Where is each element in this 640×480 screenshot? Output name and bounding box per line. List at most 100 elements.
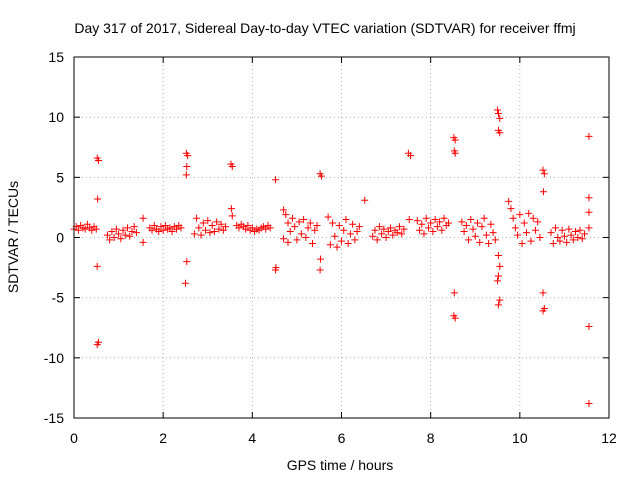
data-point	[418, 220, 426, 228]
data-point	[539, 166, 547, 174]
data-point	[361, 196, 369, 204]
data-point	[438, 226, 446, 234]
y-tick-label: 15	[48, 49, 64, 65]
data-point	[338, 237, 345, 245]
y-tick-label: -10	[44, 350, 64, 366]
data-point	[222, 223, 230, 231]
data-point	[130, 223, 138, 231]
data-point	[317, 172, 325, 180]
data-point	[110, 234, 118, 241]
x-axis-label: GPS time / hours	[287, 457, 394, 473]
data-point	[520, 219, 528, 227]
data-point	[451, 149, 459, 157]
data-point	[398, 230, 406, 238]
data-point	[547, 229, 555, 237]
data-point	[317, 255, 325, 263]
data-point	[326, 241, 334, 249]
data-point	[511, 224, 519, 232]
data-point	[549, 240, 557, 248]
data-point	[393, 229, 401, 237]
y-tick-labels: -15 -10 -5 0 5 10 15	[44, 49, 64, 426]
data-point	[324, 213, 332, 221]
data-point	[478, 223, 486, 231]
data-point	[585, 194, 593, 202]
x-tick-label: 8	[427, 430, 435, 446]
data-point	[121, 231, 129, 239]
data-point	[81, 225, 89, 233]
data-point	[173, 225, 181, 233]
x-tick-label: 2	[159, 430, 167, 446]
data-point	[400, 225, 408, 233]
data-point	[576, 226, 584, 234]
data-point	[119, 226, 127, 234]
data-point	[293, 236, 301, 244]
data-point	[295, 218, 303, 226]
data-point	[248, 224, 256, 232]
data-point	[346, 230, 354, 238]
data-point	[451, 136, 459, 144]
data-point	[219, 226, 227, 234]
data-point	[534, 218, 542, 226]
data-point	[157, 223, 165, 231]
data-point	[552, 224, 559, 232]
data-point	[578, 235, 586, 243]
data-point	[494, 252, 502, 260]
data-point	[440, 214, 448, 222]
data-point	[585, 323, 593, 331]
data-point	[204, 217, 212, 225]
data-point	[139, 214, 147, 222]
data-point	[436, 218, 444, 226]
data-point	[405, 215, 413, 223]
data-point	[422, 214, 430, 222]
data-point	[473, 219, 481, 227]
data-point	[585, 400, 593, 408]
y-axis-label: SDTVAR / TECUs	[5, 181, 21, 293]
data-point	[124, 224, 131, 232]
data-point	[572, 227, 580, 235]
data-point	[413, 217, 421, 225]
data-point	[297, 230, 305, 238]
data-point	[450, 289, 458, 297]
data-point	[516, 211, 524, 219]
data-point	[181, 279, 189, 287]
data-point	[272, 266, 280, 274]
data-point	[213, 218, 221, 226]
data-point	[494, 301, 502, 309]
data-point	[88, 226, 96, 234]
data-point	[184, 152, 192, 160]
data-point	[166, 224, 174, 232]
data-point	[103, 231, 111, 239]
data-point	[469, 225, 477, 233]
data-point	[355, 223, 363, 231]
y-tick-label: 5	[56, 169, 64, 185]
data-point	[94, 195, 102, 203]
data-point	[558, 226, 566, 234]
data-point	[462, 221, 470, 229]
data-point	[460, 227, 468, 235]
data-point	[554, 234, 562, 241]
data-point	[420, 230, 428, 238]
data-point	[150, 221, 158, 229]
data-point	[190, 230, 198, 238]
data-point	[458, 218, 466, 226]
data-point	[309, 240, 317, 248]
data-point	[106, 236, 114, 244]
data-point	[92, 225, 100, 233]
data-point	[429, 227, 437, 235]
data-point	[507, 205, 515, 213]
data-point	[206, 229, 214, 237]
data-point	[304, 224, 312, 232]
data-point	[482, 231, 490, 239]
data-point	[168, 227, 176, 235]
data-point	[494, 106, 502, 114]
data-point	[280, 206, 288, 214]
data-point	[193, 214, 201, 222]
data-point	[387, 224, 395, 232]
data-point	[529, 214, 537, 222]
data-point	[112, 225, 120, 233]
data-point	[208, 221, 216, 229]
data-point	[195, 224, 203, 232]
data-points	[70, 106, 593, 408]
data-point	[139, 238, 147, 246]
